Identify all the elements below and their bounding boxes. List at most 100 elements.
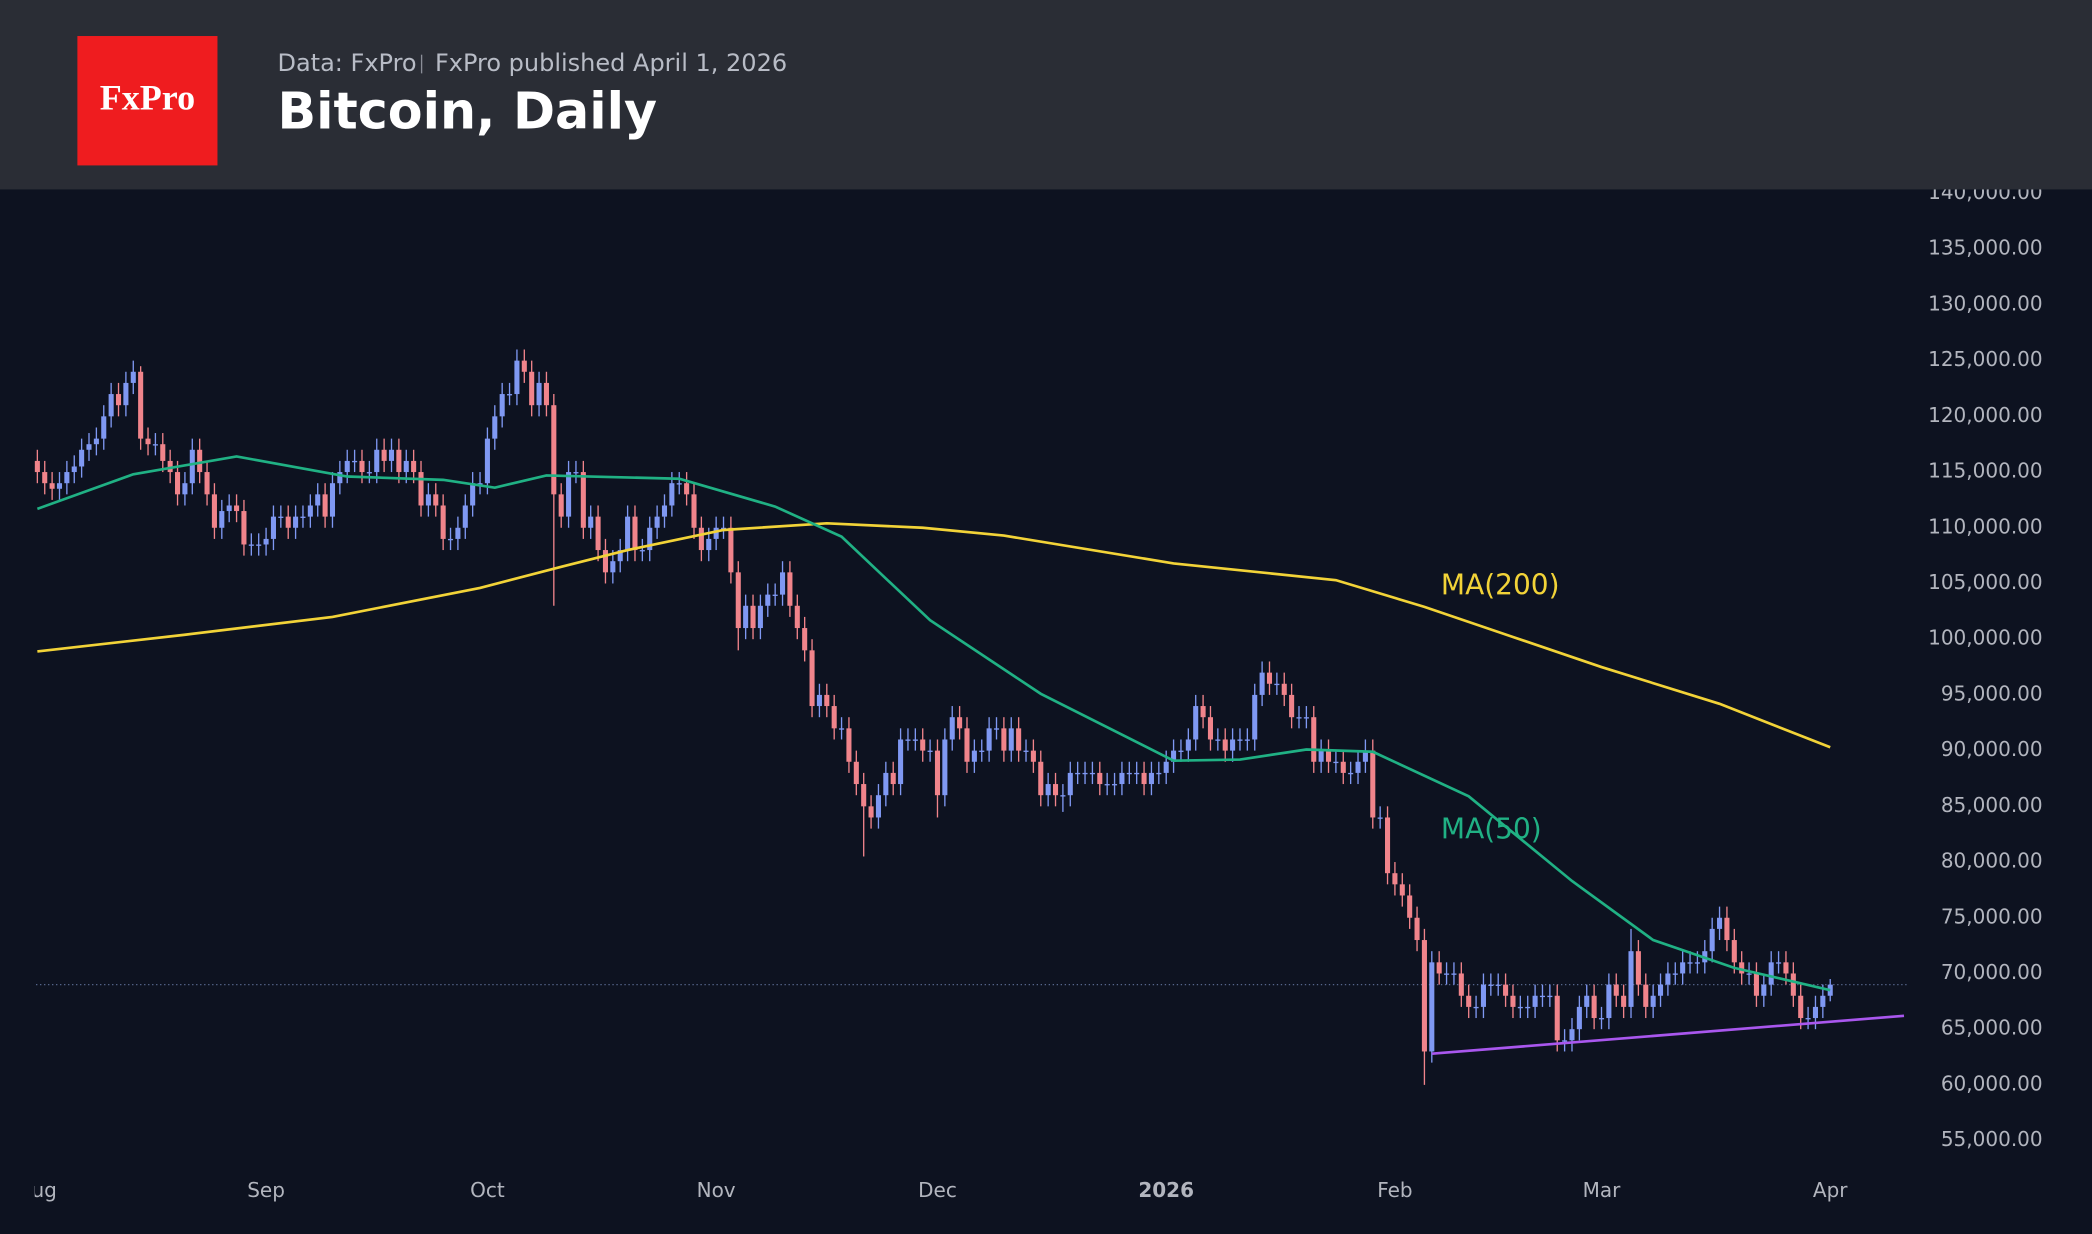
candle-body — [824, 694, 830, 707]
overlay-label: MA(50) — [1441, 812, 1542, 845]
candle-body — [514, 360, 520, 395]
x-tick-label: Nov — [697, 1178, 736, 1202]
candle-body — [957, 717, 963, 729]
candle-body — [595, 516, 601, 551]
candle-body — [1333, 761, 1339, 764]
y-tick-label: 85,000.00 — [1941, 793, 2043, 817]
x-tick-label: Dec — [918, 1178, 957, 1202]
candle-body — [293, 516, 299, 528]
candle-body — [411, 460, 417, 473]
published: FxPro published April 1, 2026 — [435, 49, 787, 77]
candle-body — [839, 728, 845, 730]
plot-area: MA(200) MA(50) — [34, 349, 1908, 1085]
candle-body — [521, 360, 527, 372]
candle-body — [698, 527, 704, 551]
candle-body — [1672, 973, 1678, 975]
candle-body — [256, 544, 262, 546]
candle-body — [1193, 706, 1199, 740]
candle-body — [1340, 761, 1346, 773]
candle-body — [130, 371, 136, 383]
candle-body — [359, 460, 365, 473]
candle-body — [1230, 739, 1236, 751]
y-tick-label: 115,000.00 — [1928, 459, 2043, 483]
candle-body — [853, 761, 859, 785]
candle-body — [1023, 750, 1029, 752]
candle-body — [1407, 895, 1413, 918]
candle-body — [1252, 694, 1258, 740]
candle-body — [1016, 728, 1022, 751]
candle-body — [780, 572, 786, 595]
candle-body — [1141, 772, 1147, 785]
x-tick-label: Aug — [18, 1178, 57, 1202]
candle-body — [49, 483, 55, 489]
candle-body — [1038, 761, 1044, 796]
candle-body — [1458, 973, 1464, 996]
y-tick-label: 70,000.00 — [1941, 960, 2043, 984]
candle-body — [204, 472, 210, 495]
candle-body — [1805, 1018, 1811, 1020]
candle-body — [1554, 995, 1560, 1041]
candle-body — [1628, 951, 1634, 1007]
candle-body — [86, 444, 92, 450]
candle-body — [743, 605, 749, 629]
candle-body — [1362, 750, 1368, 762]
candle-body — [1783, 962, 1789, 974]
candle-body — [462, 505, 468, 528]
candle-body — [1444, 973, 1450, 975]
candle-body — [1495, 984, 1501, 986]
candle-body — [1222, 739, 1228, 751]
candle-body — [219, 511, 225, 528]
candle-body — [1562, 1040, 1568, 1042]
candle-body — [1303, 717, 1309, 719]
candle-body — [1576, 1006, 1582, 1030]
candle-body — [971, 750, 977, 762]
candle-body — [905, 739, 911, 741]
candle-body — [1215, 739, 1221, 741]
candle-body — [713, 527, 719, 539]
candle-body — [352, 460, 358, 463]
candle-body — [883, 772, 889, 796]
candle-body — [1296, 717, 1302, 719]
candle-body — [101, 416, 107, 439]
candle-body — [322, 494, 328, 517]
x-tick-label: Feb — [1377, 1178, 1412, 1202]
candle-body — [160, 444, 166, 461]
candle-body — [1348, 772, 1354, 775]
candle-body — [1318, 750, 1324, 762]
candle-body — [934, 750, 941, 796]
candle-body — [1591, 995, 1597, 1019]
candle-body — [669, 483, 675, 506]
candle-body — [580, 472, 586, 528]
candle-body — [1613, 984, 1619, 996]
overlay-label: MA(200) — [1441, 568, 1560, 601]
candle-body — [499, 394, 505, 417]
candle-body — [927, 750, 933, 752]
candle-body — [1606, 984, 1612, 1019]
candle-body — [529, 371, 535, 406]
candle-body — [1643, 984, 1649, 1007]
candle-body — [433, 494, 439, 506]
candle-body — [1126, 772, 1132, 775]
candle-body — [639, 550, 645, 552]
candle-body — [573, 472, 579, 474]
candle-body — [1001, 728, 1007, 751]
logo-box — [77, 36, 218, 166]
y-tick-label: 110,000.00 — [1928, 514, 2043, 538]
candle-body — [418, 472, 424, 506]
y-tick-label: 55,000.00 — [1941, 1127, 2043, 1151]
candle-body — [226, 505, 232, 512]
candle-body — [898, 739, 904, 785]
candle-body — [234, 505, 240, 512]
candle-body — [1724, 917, 1730, 941]
y-axis: 55,000.00 60,000.00 65,000.00 70,000.00 75,0… — [1928, 180, 2043, 1151]
candle-body — [602, 550, 609, 573]
candle-body — [381, 449, 387, 461]
candle-body — [1097, 772, 1103, 785]
candle-body — [175, 472, 181, 495]
candle-body — [315, 494, 321, 506]
y-tick-label: 130,000.00 — [1928, 291, 2043, 315]
candle-body — [42, 472, 48, 484]
y-tick-label: 100,000.00 — [1928, 626, 2043, 650]
y-tick-label: 90,000.00 — [1941, 737, 2043, 761]
candle-body — [1067, 772, 1073, 796]
